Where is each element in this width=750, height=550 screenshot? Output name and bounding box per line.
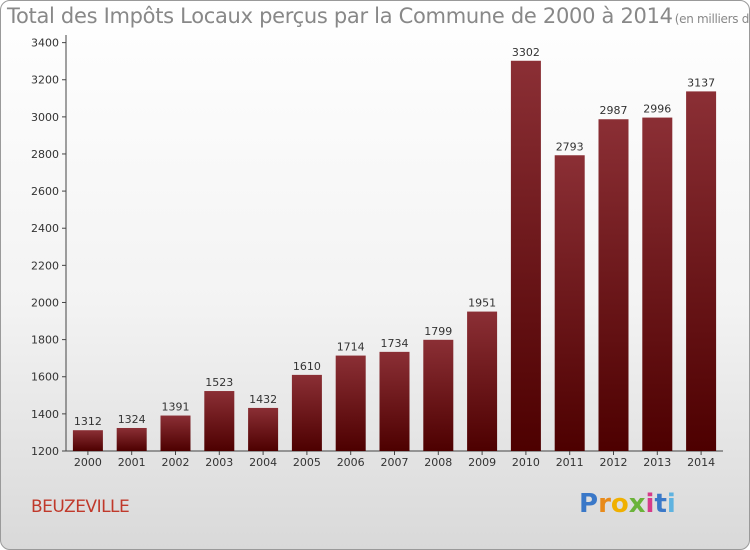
logo-letter: P [579, 489, 599, 519]
x-tick-label: 2006 [337, 456, 365, 469]
bar-value-label: 2996 [643, 103, 671, 116]
bar [248, 407, 279, 451]
bar-value-label: 1312 [74, 415, 102, 428]
x-tick-label: 2004 [249, 456, 277, 469]
bar [116, 427, 147, 451]
logo-letter: o [610, 489, 629, 519]
y-tick-label: 1800 [31, 334, 59, 347]
bar [510, 60, 541, 451]
y-tick-label: 2600 [31, 185, 59, 198]
bar-value-label: 1432 [249, 393, 277, 406]
bar [642, 117, 673, 451]
bar-value-label: 1951 [468, 297, 496, 310]
bar-value-label: 1324 [118, 413, 146, 426]
x-tick-label: 2007 [381, 456, 409, 469]
bar-value-label: 1523 [205, 376, 233, 389]
y-tick-label: 1400 [31, 408, 59, 421]
x-tick-label: 2003 [205, 456, 233, 469]
bar-value-label: 3137 [687, 76, 715, 89]
bar-value-label: 1799 [424, 325, 452, 338]
bar [204, 391, 235, 451]
x-tick-label: 2013 [643, 456, 671, 469]
bar [160, 415, 191, 451]
y-tick-label: 3200 [31, 74, 59, 87]
bar [467, 311, 498, 451]
bar-value-label: 1391 [162, 401, 190, 414]
x-tick-label: 2012 [600, 456, 628, 469]
bar [554, 155, 585, 451]
proxiti-logo: Proxiti [579, 489, 676, 519]
bar [686, 91, 717, 452]
x-tick-label: 2008 [424, 456, 452, 469]
bar-value-label: 1714 [337, 341, 365, 354]
bar-value-label: 1734 [381, 337, 409, 350]
x-tick-label: 2009 [468, 456, 496, 469]
y-tick-label: 3000 [31, 111, 59, 124]
x-tick-label: 2002 [162, 456, 190, 469]
bar-value-label: 1610 [293, 360, 321, 373]
chart-title: Total des Impôts Locaux perçus par la Co… [7, 4, 750, 28]
x-tick-label: 2011 [556, 456, 584, 469]
y-tick-label: 2400 [31, 222, 59, 235]
bar [379, 351, 410, 451]
logo-letter: i [666, 489, 676, 519]
x-tick-label: 2010 [512, 456, 540, 469]
logo-letter: x [628, 489, 646, 519]
bar [72, 430, 103, 451]
logo-letter: t [654, 489, 667, 519]
x-tick-label: 2005 [293, 456, 321, 469]
logo-letter: r [598, 489, 611, 519]
y-tick-label: 1600 [31, 371, 59, 384]
y-tick-label: 2000 [31, 296, 59, 309]
y-tick-label: 2800 [31, 148, 59, 161]
bar-value-label: 2793 [556, 140, 584, 153]
logo-letter: i [645, 489, 655, 519]
bar-value-label: 3302 [512, 46, 540, 59]
x-tick-label: 2001 [118, 456, 146, 469]
x-tick-label: 2000 [74, 456, 102, 469]
x-tick-label: 2014 [687, 456, 715, 469]
chart-title-text: Total des Impôts Locaux perçus par la Co… [7, 4, 673, 28]
chart-title-unit: (en milliers d'€) [674, 12, 750, 26]
bar [598, 119, 629, 452]
y-tick-label: 3400 [31, 37, 59, 50]
bar-value-label: 2987 [600, 104, 628, 117]
commune-name: BEUZEVILLE [31, 497, 130, 517]
bar [291, 374, 322, 451]
y-tick-label: 1200 [31, 445, 59, 458]
bar [335, 355, 366, 451]
bar [423, 339, 454, 451]
y-tick-label: 2200 [31, 259, 59, 272]
